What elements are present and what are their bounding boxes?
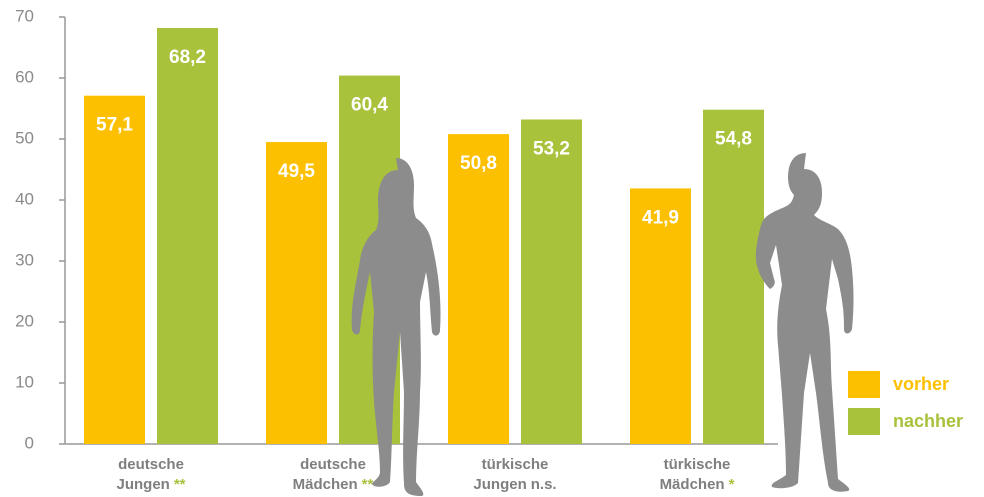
bar [266,142,327,445]
y-tick-label: 20 [15,311,34,330]
category-line: Jungen [473,476,526,493]
significance-marker: ** [362,476,374,493]
legend-label: nachher [893,411,963,431]
x-tick-label: Mädchen ** [293,476,374,493]
y-tick-label: 50 [15,128,34,147]
value-label: 60,4 [351,95,388,116]
x-tick-label: türkische [664,456,731,473]
value-label: 54,8 [715,129,752,150]
significance-marker: n.s. [531,476,557,493]
value-label: 49,5 [278,161,315,182]
bar [84,95,145,444]
value-label: 68,2 [169,47,206,68]
value-label: 53,2 [533,138,570,159]
category-line: deutsche [300,456,366,473]
silhouettes [351,153,854,496]
x-tick-label: Jungen ** [116,476,185,493]
significance-marker: * [729,476,735,493]
bar [703,109,764,444]
y-tick-label: 40 [15,189,34,208]
x-tick-label: Jungen n.s. [473,476,556,493]
bar [521,119,582,444]
woman-silhouette [351,158,441,496]
bar [448,134,509,444]
y-tick-label: 10 [15,372,34,391]
value-label: 57,1 [96,115,133,136]
category-line: Jungen [116,476,169,493]
man-silhouette [755,153,854,492]
y-tick-label: 30 [15,250,34,269]
legend-swatch [848,408,880,435]
bar [157,27,218,444]
category-line: Mädchen [293,476,358,493]
value-label: 41,9 [642,207,679,228]
significance-marker: ** [174,476,186,493]
y-tick-label: 60 [15,67,34,86]
y-tick-label: 0 [25,433,34,452]
value-label: 50,8 [460,153,497,174]
x-tick-label: Mädchen * [660,476,735,493]
x-tick-label: türkische [482,456,549,473]
legend-label: vorher [893,374,949,394]
category-line: türkische [664,456,731,473]
legend-swatch [848,371,880,398]
category-line: Mädchen [660,476,725,493]
x-tick-label: deutsche [118,456,184,473]
bar [630,188,691,444]
y-tick-label: 70 [15,6,34,25]
x-tick-label: deutsche [300,456,366,473]
category-line: deutsche [118,456,184,473]
category-line: türkische [482,456,549,473]
